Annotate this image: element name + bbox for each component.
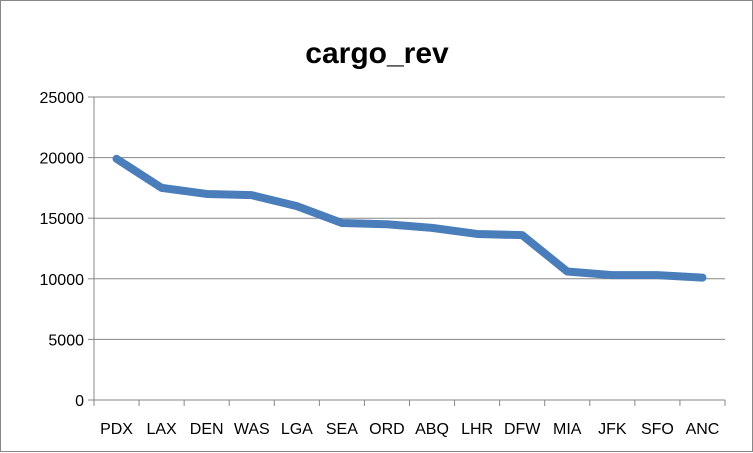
x-tick-label-den: DEN [190, 421, 224, 438]
x-tick-label-mia: MIA [553, 421, 582, 438]
x-tick-label-lga: LGA [281, 421, 313, 438]
x-tick-label-anc: ANC [686, 421, 720, 438]
y-tick-label-20000: 20000 [40, 151, 85, 168]
x-tick-label-was: WAS [234, 421, 270, 438]
y-tick-label-10000: 10000 [40, 272, 85, 289]
y-tick-label-25000: 25000 [40, 90, 85, 107]
x-tick-label-lhr: LHR [461, 421, 493, 438]
x-tick-label-pdx: PDX [100, 421, 133, 438]
x-tick-label-sfo: SFO [641, 421, 674, 438]
y-tick-labels: 0 5000 10000 15000 20000 25000 [40, 90, 85, 410]
y-tick-label-0: 0 [75, 393, 84, 410]
x-tick-label-ord: ORD [369, 421, 405, 438]
y-tick-label-15000: 15000 [40, 211, 85, 228]
x-tick-label-lax: LAX [146, 421, 177, 438]
y-tick-label-5000: 5000 [48, 332, 84, 349]
x-tick-label-dfw: DFW [504, 421, 541, 438]
chart-title: cargo_rev [305, 37, 449, 70]
x-tick-label-jfk: JFK [598, 421, 627, 438]
grid-lines [94, 97, 725, 339]
x-tick-labels: PDX LAX DEN WAS LGA SEA ORD ABQ LHR DFW MIA JFK SFO A… [100, 421, 719, 438]
x-tick-label-abq: ABQ [415, 421, 449, 438]
x-tick-label-sea: SEA [326, 421, 358, 438]
axes [88, 97, 725, 406]
